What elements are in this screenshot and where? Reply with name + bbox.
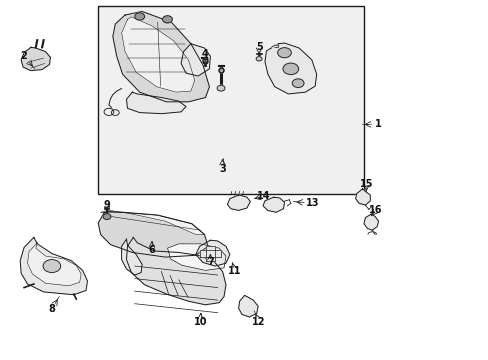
Polygon shape <box>263 197 284 212</box>
Circle shape <box>277 48 291 58</box>
Polygon shape <box>205 246 214 261</box>
Text: 7: 7 <box>206 257 213 267</box>
Text: 12: 12 <box>252 317 265 327</box>
Text: 11: 11 <box>227 266 241 276</box>
Text: 3: 3 <box>219 164 225 174</box>
Text: 15: 15 <box>359 179 372 189</box>
Circle shape <box>283 63 298 75</box>
Text: 8: 8 <box>48 304 55 314</box>
Polygon shape <box>101 211 204 234</box>
Polygon shape <box>122 239 142 275</box>
Polygon shape <box>181 44 210 76</box>
Text: 4: 4 <box>202 49 208 59</box>
Circle shape <box>292 79 304 87</box>
Polygon shape <box>27 243 81 286</box>
Polygon shape <box>199 250 221 257</box>
Circle shape <box>135 13 144 20</box>
Polygon shape <box>167 244 225 270</box>
Text: 16: 16 <box>368 206 382 216</box>
Polygon shape <box>238 296 258 317</box>
Polygon shape <box>113 12 209 102</box>
Circle shape <box>103 214 111 220</box>
Circle shape <box>217 85 224 91</box>
Polygon shape <box>122 17 194 92</box>
Text: 2: 2 <box>20 51 27 61</box>
Polygon shape <box>195 240 229 266</box>
Text: 9: 9 <box>103 200 110 210</box>
Polygon shape <box>20 237 87 295</box>
Polygon shape <box>227 195 250 211</box>
Text: 6: 6 <box>148 245 155 255</box>
Text: 10: 10 <box>193 317 207 327</box>
Text: 14: 14 <box>257 191 270 201</box>
Polygon shape <box>264 43 316 94</box>
Polygon shape <box>271 45 278 47</box>
Polygon shape <box>355 189 369 205</box>
Polygon shape <box>21 47 50 71</box>
Polygon shape <box>126 92 185 114</box>
Text: 5: 5 <box>255 42 262 52</box>
Circle shape <box>162 16 172 23</box>
Circle shape <box>43 260 61 273</box>
Text: 1: 1 <box>374 120 381 129</box>
Bar <box>98 6 363 194</box>
Text: 13: 13 <box>305 198 319 208</box>
Polygon shape <box>98 212 207 257</box>
Polygon shape <box>363 214 378 230</box>
Polygon shape <box>126 237 225 305</box>
Circle shape <box>256 57 262 61</box>
